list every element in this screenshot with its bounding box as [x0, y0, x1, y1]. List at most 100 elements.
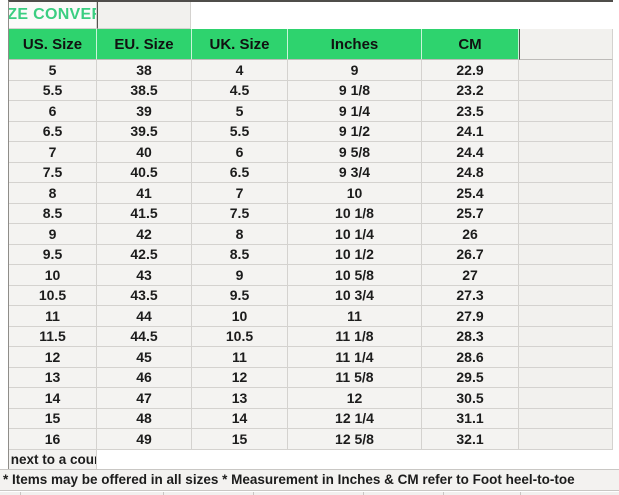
table-cell: 6 [9, 101, 97, 122]
table-cell: 7.5 [9, 162, 97, 183]
table-cell: 41 [97, 183, 192, 204]
table-cell: 10 [9, 265, 97, 286]
row-blank-cell [519, 388, 613, 409]
table-cell: 14 [9, 388, 97, 409]
column-header: UK. Size [192, 29, 288, 60]
table-cell: 12 [192, 367, 288, 388]
table-cell: 46 [97, 367, 192, 388]
title-blank-cell [97, 2, 191, 29]
table-row: 6.5 39.5 5.5 9 1/2 24.1 [9, 121, 613, 142]
column-header: Inches [288, 29, 422, 60]
table-cell: 5.5 [9, 80, 97, 101]
table-cell: 10 1/2 [288, 244, 422, 265]
table-cell: 42.5 [97, 244, 192, 265]
table-cell: 9 [9, 224, 97, 245]
table-row: 8.5 41.5 7.5 10 1/8 25.7 [9, 203, 613, 224]
table-cell: 7.5 [192, 203, 288, 224]
row-blank-cell [519, 367, 613, 388]
table-cell: 48 [97, 408, 192, 429]
table-cell: 11.5 [9, 326, 97, 347]
table-cell: 22.9 [422, 60, 519, 81]
table-cell: 27.3 [422, 285, 519, 306]
table-cell: 24.8 [422, 162, 519, 183]
table-cell: 43.5 [97, 285, 192, 306]
table-cell: 38 [97, 60, 192, 81]
row-blank-cell [519, 244, 613, 265]
row-blank-cell [519, 60, 613, 81]
table-row: 13 46 12 11 5/8 29.5 [9, 367, 613, 388]
table-cell: 32.1 [422, 429, 519, 450]
table-cell: 8 [192, 224, 288, 245]
row-blank-cell [519, 121, 613, 142]
table-cell: 11 [288, 306, 422, 327]
table-cell: 30.5 [422, 388, 519, 409]
table-cell: 9.5 [9, 244, 97, 265]
table-cell: 10 5/8 [288, 265, 422, 286]
table-cell: 9 1/2 [288, 121, 422, 142]
table-row: 5 38 4 9 22.9 [9, 60, 613, 81]
table-cell: 9 [288, 60, 422, 81]
column-header: CM [422, 29, 519, 60]
grid-tick [253, 491, 254, 495]
table-cell: 12 [9, 347, 97, 368]
table-row: 15 48 14 12 1/4 31.1 [9, 408, 613, 429]
table-cell: 5.5 [192, 121, 288, 142]
row-blank-cell [519, 306, 613, 327]
table-row: 14 47 13 12 30.5 [9, 388, 613, 409]
row-blank-cell [519, 347, 613, 368]
table-cell: 12 1/4 [288, 408, 422, 429]
table-cell: 6.5 [192, 162, 288, 183]
table-cell: 40.5 [97, 162, 192, 183]
table-cell: 5 [192, 101, 288, 122]
table-cell: 7 [9, 142, 97, 163]
table-cell: 14 [192, 408, 288, 429]
table-cell: 41.5 [97, 203, 192, 224]
table-cell: 42 [97, 224, 192, 245]
table-body: 5 38 4 9 22.9 5.5 38.5 4.5 9 1/8 23.2 6 39 5 9 1/4 23.… [9, 60, 613, 450]
table-cell: 11 1/4 [288, 347, 422, 368]
table-cell: 10 1/4 [288, 224, 422, 245]
table-row: 6 39 5 9 1/4 23.5 [9, 101, 613, 122]
table-cell: 13 [9, 367, 97, 388]
row-blank-cell [519, 162, 613, 183]
grid-tick [520, 491, 521, 495]
table-cell: 9.5 [192, 285, 288, 306]
table-row: 16 49 15 12 5/8 32.1 [9, 429, 613, 450]
table-cell: 24.1 [422, 121, 519, 142]
table-cell: 6.5 [9, 121, 97, 142]
table-cell: 45 [97, 347, 192, 368]
table-cell: 12 5/8 [288, 429, 422, 450]
row-blank-cell [519, 408, 613, 429]
table-cell: 10 1/8 [288, 203, 422, 224]
table-cell: 9 1/8 [288, 80, 422, 101]
table-cell: 9 1/4 [288, 101, 422, 122]
table-cell: 10 [192, 306, 288, 327]
row-blank-cell [519, 285, 613, 306]
table-cell: 5 [9, 60, 97, 81]
table-row: 8 41 7 10 25.4 [9, 183, 613, 204]
table-cell: 49 [97, 429, 192, 450]
table-cell: 27 [422, 265, 519, 286]
table-cell: 10.5 [192, 326, 288, 347]
table-cell: 9 5/8 [288, 142, 422, 163]
table-row: 10 43 9 10 5/8 27 [9, 265, 613, 286]
table-cell: 39 [97, 101, 192, 122]
partial-next-row [0, 491, 619, 495]
table-cell: 27.9 [422, 306, 519, 327]
table-cell: 10.5 [9, 285, 97, 306]
table-cell: 43 [97, 265, 192, 286]
table-row: 9.5 42.5 8.5 10 1/2 26.7 [9, 244, 613, 265]
table-cell: 29.5 [422, 367, 519, 388]
grid-tick [163, 491, 164, 495]
row-blank-cell [519, 265, 613, 286]
table-cell: 28.6 [422, 347, 519, 368]
table-cell: 11 [192, 347, 288, 368]
row-blank-cell [519, 326, 613, 347]
table-cell: 8.5 [192, 244, 288, 265]
conversion-table: MEN SHOE SIZE CONVERSION CHART US. SizeE… [8, 0, 613, 471]
table-row: 7 40 6 9 5/8 24.4 [9, 142, 613, 163]
table-cell: 38.5 [97, 80, 192, 101]
title-row: MEN SHOE SIZE CONVERSION CHART [9, 2, 613, 29]
table-cell: 10 3/4 [288, 285, 422, 306]
grid-tick [443, 491, 444, 495]
